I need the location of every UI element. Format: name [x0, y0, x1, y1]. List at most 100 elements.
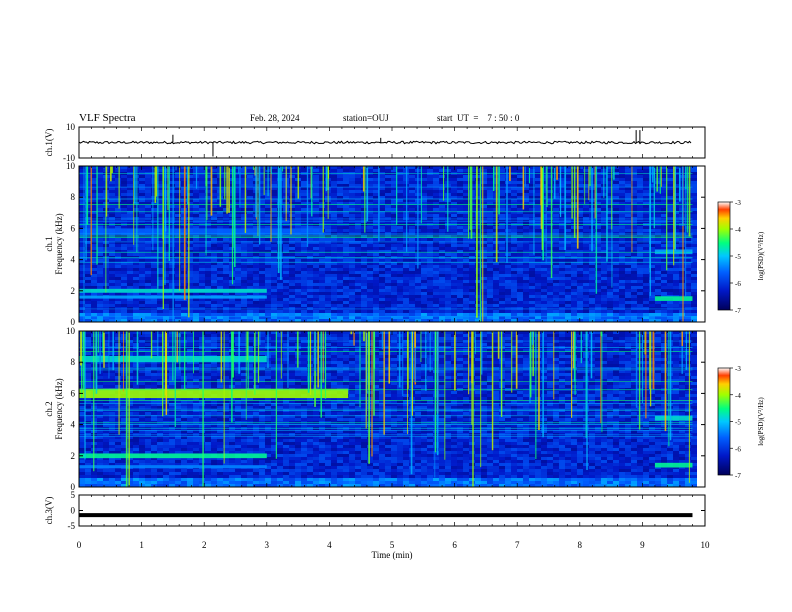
spectrogram-cell: [361, 295, 367, 298]
spectrogram-cell: [289, 190, 295, 193]
spectrogram-cell: [97, 301, 103, 304]
spectrogram-cell: [523, 319, 529, 322]
spectrogram-cell: [571, 283, 577, 286]
spectrogram-cell: [439, 193, 445, 196]
spectrogram-cell: [355, 175, 361, 178]
spectrogram-cell: [505, 178, 511, 181]
spectrogram-cell: [595, 244, 601, 247]
spectrogram-cell: [607, 319, 613, 322]
spectrogram-cell: [541, 277, 547, 280]
spectrogram-cell: [607, 226, 613, 229]
spectrogram-cell: [589, 277, 595, 280]
spectrogram-cell: [169, 166, 175, 169]
spectrogram-cell: [337, 229, 343, 232]
spectrogram-cell: [517, 277, 523, 280]
spectrogram-cell: [601, 280, 607, 283]
spectrogram-cell: [85, 241, 91, 244]
spectrogram-cell: [385, 244, 391, 247]
spectrogram-cell: [235, 277, 241, 280]
spectrogram-cell: [547, 280, 553, 283]
spectrogram-cell: [577, 190, 583, 193]
spectrogram-cell: [613, 181, 619, 184]
spectrogram-cell: [211, 307, 217, 310]
spectrogram-cell: [463, 295, 469, 298]
spectrogram-cell: [379, 196, 385, 199]
spectrogram-cell: [637, 268, 643, 271]
spectrogram-cell: [565, 274, 571, 277]
spectrogram-cell: [619, 190, 625, 193]
spectrogram-cell: [319, 217, 325, 220]
spectrogram-cell: [565, 175, 571, 178]
spectrogram-cell: [175, 214, 181, 217]
spectrogram-cell: [241, 181, 247, 184]
spectrogram-cell: [289, 295, 295, 298]
spectrogram-cell: [133, 253, 139, 256]
spectrogram-cell: [145, 301, 151, 304]
spectrogram-cell: [403, 208, 409, 211]
spectrogram-cell: [85, 274, 91, 277]
spectrogram-cell: [613, 289, 619, 292]
spectrogram-cell: [283, 301, 289, 304]
spectrogram-cell: [439, 217, 445, 220]
spectrogram-cell: [457, 295, 463, 298]
spectrogram-cell: [265, 298, 271, 301]
spectrogram-cell: [217, 226, 223, 229]
spectrogram-cell: [595, 250, 601, 253]
spectrogram-cell: [625, 214, 631, 217]
spectrogram-cell: [127, 316, 133, 319]
spectrogram-cell: [367, 304, 373, 307]
spectrogram-cell: [79, 313, 85, 316]
spectrogram-cell: [151, 211, 157, 214]
spectrogram-cell: [595, 166, 601, 169]
spectrogram-cell: [601, 262, 607, 265]
spectrogram-cell: [403, 211, 409, 214]
spectrogram-cell: [355, 187, 361, 190]
spectrogram-cell: [493, 313, 499, 316]
spectrogram-cell: [271, 169, 277, 172]
spectrogram-cell: [133, 235, 139, 238]
spectrogram-cell: [373, 181, 379, 184]
spectrogram-cell: [427, 226, 433, 229]
spectrogram-cell: [109, 193, 115, 196]
spectrogram-cell: [259, 235, 265, 238]
spectrogram-cell: [397, 262, 403, 265]
spectrogram-cell: [211, 268, 217, 271]
spectrogram-cell: [559, 196, 565, 199]
spectrogram-cell: [397, 298, 403, 301]
spectrogram-cell: [625, 232, 631, 235]
spectrogram-cell: [439, 295, 445, 298]
spectrogram-cell: [475, 169, 481, 172]
spectrogram-cell: [451, 250, 457, 253]
spectrogram-cell: [307, 304, 313, 307]
spectrogram-cell: [307, 310, 313, 313]
spectrogram-cell: [187, 259, 193, 262]
spectrogram-cell: [391, 202, 397, 205]
spectrogram-cell: [553, 280, 559, 283]
spectrogram-cell: [445, 265, 451, 268]
spectrogram-cell: [343, 241, 349, 244]
spectrogram-cell: [271, 298, 277, 301]
spectrogram-cell: [547, 289, 553, 292]
spectrogram-cell: [637, 250, 643, 253]
spectrogram-cell: [235, 250, 241, 253]
spectrogram-cell: [145, 193, 151, 196]
spectrogram-cell: [391, 193, 397, 196]
spectrogram-cell: [175, 247, 181, 250]
spectrogram-cell: [115, 199, 121, 202]
spectrogram-cell: [439, 274, 445, 277]
spectrogram-cell: [385, 259, 391, 262]
spectrogram-cell: [163, 271, 169, 274]
spectrogram-cell: [241, 304, 247, 307]
spectrogram-cell: [259, 265, 265, 268]
spectrogram-cell: [391, 277, 397, 280]
spectrogram-cell: [625, 319, 631, 322]
spectrogram-cell: [619, 277, 625, 280]
spectrogram-cell: [367, 166, 373, 169]
spectrogram-cell: [499, 268, 505, 271]
spectrogram-cell: [427, 316, 433, 319]
spectrogram-cell: [607, 292, 613, 295]
spectrogram-cell: [517, 262, 523, 265]
spectrogram-cell: [241, 190, 247, 193]
spectrogram-cell: [163, 274, 169, 277]
spectrogram-cell: [421, 229, 427, 232]
